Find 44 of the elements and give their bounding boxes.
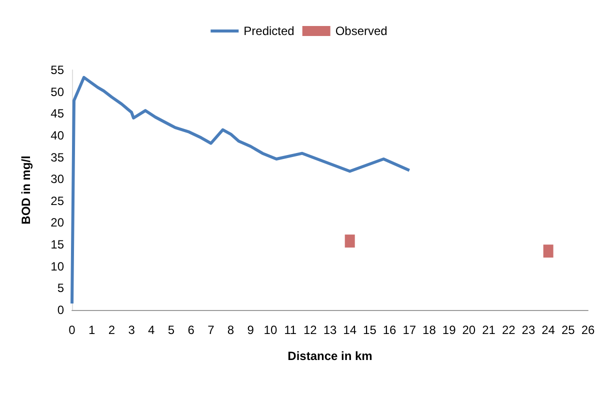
y-tick-label: 5 [57,281,64,296]
x-tick-label: 19 [442,323,456,337]
x-tick-label: 23 [522,323,536,337]
x-tick-label: 24 [542,323,556,337]
x-tick-label: 12 [303,323,318,337]
x-tick-label: 13 [323,323,337,337]
x-axis-title: Distance in km [288,349,372,363]
x-tick-label: 18 [422,323,436,337]
x-tick-label: 16 [382,323,397,337]
y-tick-label: 40 [50,128,64,142]
legend-label: Observed [335,24,388,38]
y-tick-label: 55 [50,63,64,77]
x-tick-label: 1 [88,323,96,337]
y-tick-label: 10 [50,259,64,274]
x-tick-label: 20 [462,323,476,337]
x-tick-label: 21 [482,323,496,337]
line-series [70,76,411,305]
x-tick-label: 6 [188,323,195,337]
y-tick-label: 45 [50,106,64,121]
x-tick-label: 10 [264,323,278,337]
x-tick-label: 17 [402,323,416,337]
x-tick-label: 7 [208,323,215,337]
legend-label: Predicted [244,24,294,38]
x-tick-label: 22 [502,323,516,337]
y-tick-label: 0 [57,303,64,317]
x-tick-label: 5 [168,323,175,337]
x-tick-label: 25 [561,323,576,337]
y-tick-label: 50 [50,84,64,99]
x-tick-label: 26 [581,323,595,337]
x-tick-label: 3 [128,323,136,337]
x-tick-label: 8 [227,323,234,337]
y-axis-title: BOD in mg/l [19,156,33,224]
x-tick-label: 14 [343,323,357,337]
x-tick-label: 15 [363,323,377,337]
x-tick-label: 2 [108,323,116,337]
x-tick-label: 4 [148,323,156,337]
y-tick-label: 35 [50,150,64,164]
y-tick-label: 30 [50,172,64,186]
x-tick-label: 11 [284,323,297,337]
y-tick-label: 15 [50,238,64,252]
y-tick-label: 25 [50,194,64,208]
x-tick-label: 9 [247,323,254,337]
y-tick-label: 20 [50,216,64,230]
x-tick-label: 0 [68,323,76,337]
